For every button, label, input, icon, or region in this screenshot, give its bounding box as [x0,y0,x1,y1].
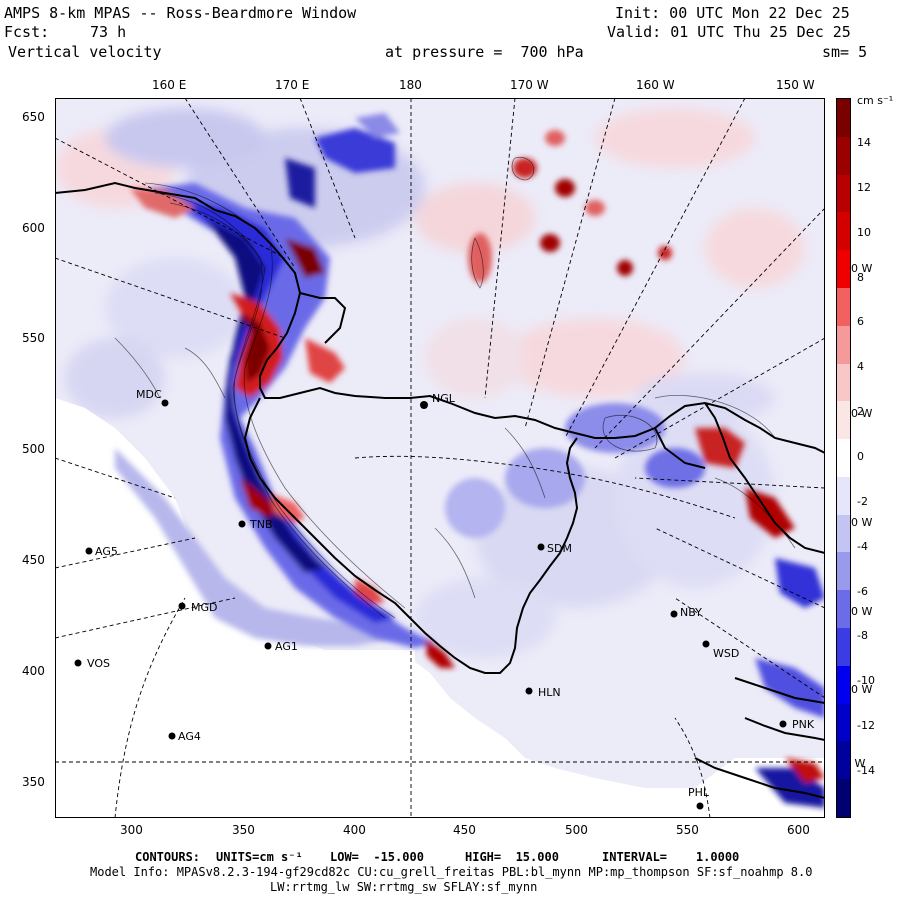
station-ag4: AG4 [178,730,201,743]
valid-time: Valid: 01 UTC Thu 25 Dec 25 [607,23,851,41]
colorbar-segment [837,741,850,780]
contours-interval: INTERVAL= 1.0000 [602,850,740,864]
colorbar-segment [837,779,850,818]
colorbar-segment [837,136,850,176]
left-tick-400: 400 [22,664,45,678]
left-tick-650: 650 [22,110,45,124]
bottom-tick-550: 550 [676,823,699,837]
station-pnk: PNK [792,718,815,731]
colorbar-tick-label: -2 [857,494,868,508]
colorbar-segment [837,325,850,365]
vertical-velocity-map [55,98,825,818]
top-tick-180: 180 [399,78,422,92]
bottom-tick-500: 500 [565,823,588,837]
ice-shelf-south [410,658,825,818]
contour-lines [114,157,796,619]
colorbar-tick-label: -8 [857,629,868,643]
top-tick-160w: 160 W [636,78,675,92]
station-ngl: NGL [432,392,455,405]
left-tick-600: 600 [22,221,45,235]
station-vos: VOS [87,657,110,670]
forecast-hour: 73 h [90,23,127,41]
colorbar-tick-label: -4 [857,539,868,553]
colorbar-tick-label: -6 [857,584,868,598]
bottom-tick-400: 400 [343,823,366,837]
colorbar-segment [837,476,850,516]
station-sdm: SDM [547,542,572,555]
colorbar-segment [837,439,850,478]
colorbar-segment [837,628,850,667]
bottom-tick-600: 600 [787,823,810,837]
coastline [55,181,825,799]
contours-low: LOW= -15.000 [330,850,424,864]
left-tick-450: 450 [22,553,45,567]
colorbar-segment [837,590,850,629]
colorbar-tick-label: 4 [857,360,864,374]
station-ag1: AG1 [275,640,298,653]
top-tick-150w: 150 W [776,78,815,92]
colorbar-segment [837,552,850,591]
field-name: Vertical velocity [8,43,162,61]
colorbar-tick-label: 0 [857,450,864,463]
colorbar-units: cm s⁻¹ [857,94,894,107]
station-mgd: MGD [191,601,218,614]
colorbar-segment [837,401,850,440]
left-tick-350: 350 [22,775,45,789]
colorbar-tick-label: 10 [857,225,871,239]
forecast-label: Fcst: [4,23,50,41]
bottom-tick-350: 350 [232,823,255,837]
station-nby: NBY [680,606,702,619]
left-tick-550: 550 [22,331,45,345]
colorbar-segment [837,665,850,705]
colorbar [836,98,851,818]
contours-high: HIGH= 15.000 [465,850,559,864]
left-tick-500: 500 [22,442,45,456]
plateau-edge-shading [115,448,395,646]
init-time: Init: 00 UTC Mon 22 Dec 25 [615,4,850,22]
colorbar-segment [837,99,850,138]
model-info: Model Info: MPASv8.2.3-194-gf29cd82c CU:… [90,865,813,879]
colorbar-tick-label: 6 [857,315,864,329]
plateau-south [55,650,415,818]
colorbar-tick-label: -14 [857,764,875,777]
colorbar-segment [837,212,850,251]
top-tick-170e: 170 E [275,78,310,92]
contours-label: CONTOURS: [135,850,201,864]
station-ag5: AG5 [95,545,118,558]
colorbar-segment [837,514,850,553]
station-markers [74,399,787,810]
top-tick-160e: 160 E [152,78,187,92]
station-mdc: MDC [136,388,162,401]
pressure-level: at pressure = 700 hPa [385,43,584,61]
colorbar-segment [837,703,850,742]
station-tnb: TNB [250,518,273,531]
colorbar-tick-label: 8 [857,270,864,284]
model-info-2: LW:rrtmg_lw SW:rrtmg_sw SFLAY:sf_mynn [270,880,538,894]
colorbar-tick-label: -12 [857,719,875,733]
map-canvas [55,98,825,818]
colorbar-segment [837,363,850,402]
station-phl: PHL [688,786,710,799]
bottom-tick-450: 450 [453,823,476,837]
station-hln: HLN [538,686,561,699]
smoothing: sm= 5 [822,43,868,61]
colorbar-segment [837,174,850,213]
graticule [55,98,825,818]
top-tick-170w: 170 W [510,78,549,92]
colorbar-tick-label: 14 [857,136,871,149]
station-wsd: WSD [713,647,740,660]
contours-units: UNITS=cm s⁻¹ [216,850,303,864]
bottom-tick-300: 300 [120,823,143,837]
colorbar-tick-label: 2 [857,405,864,419]
map-title: AMPS 8-km MPAS -- Ross-Beardmore Window [4,4,357,22]
colorbar-tick-label: 12 [857,180,871,194]
colorbar-tick-label: -10 [857,674,875,688]
colorbar-segment [837,250,850,289]
mountain-band [130,113,825,808]
colorbar-segment [837,287,850,327]
